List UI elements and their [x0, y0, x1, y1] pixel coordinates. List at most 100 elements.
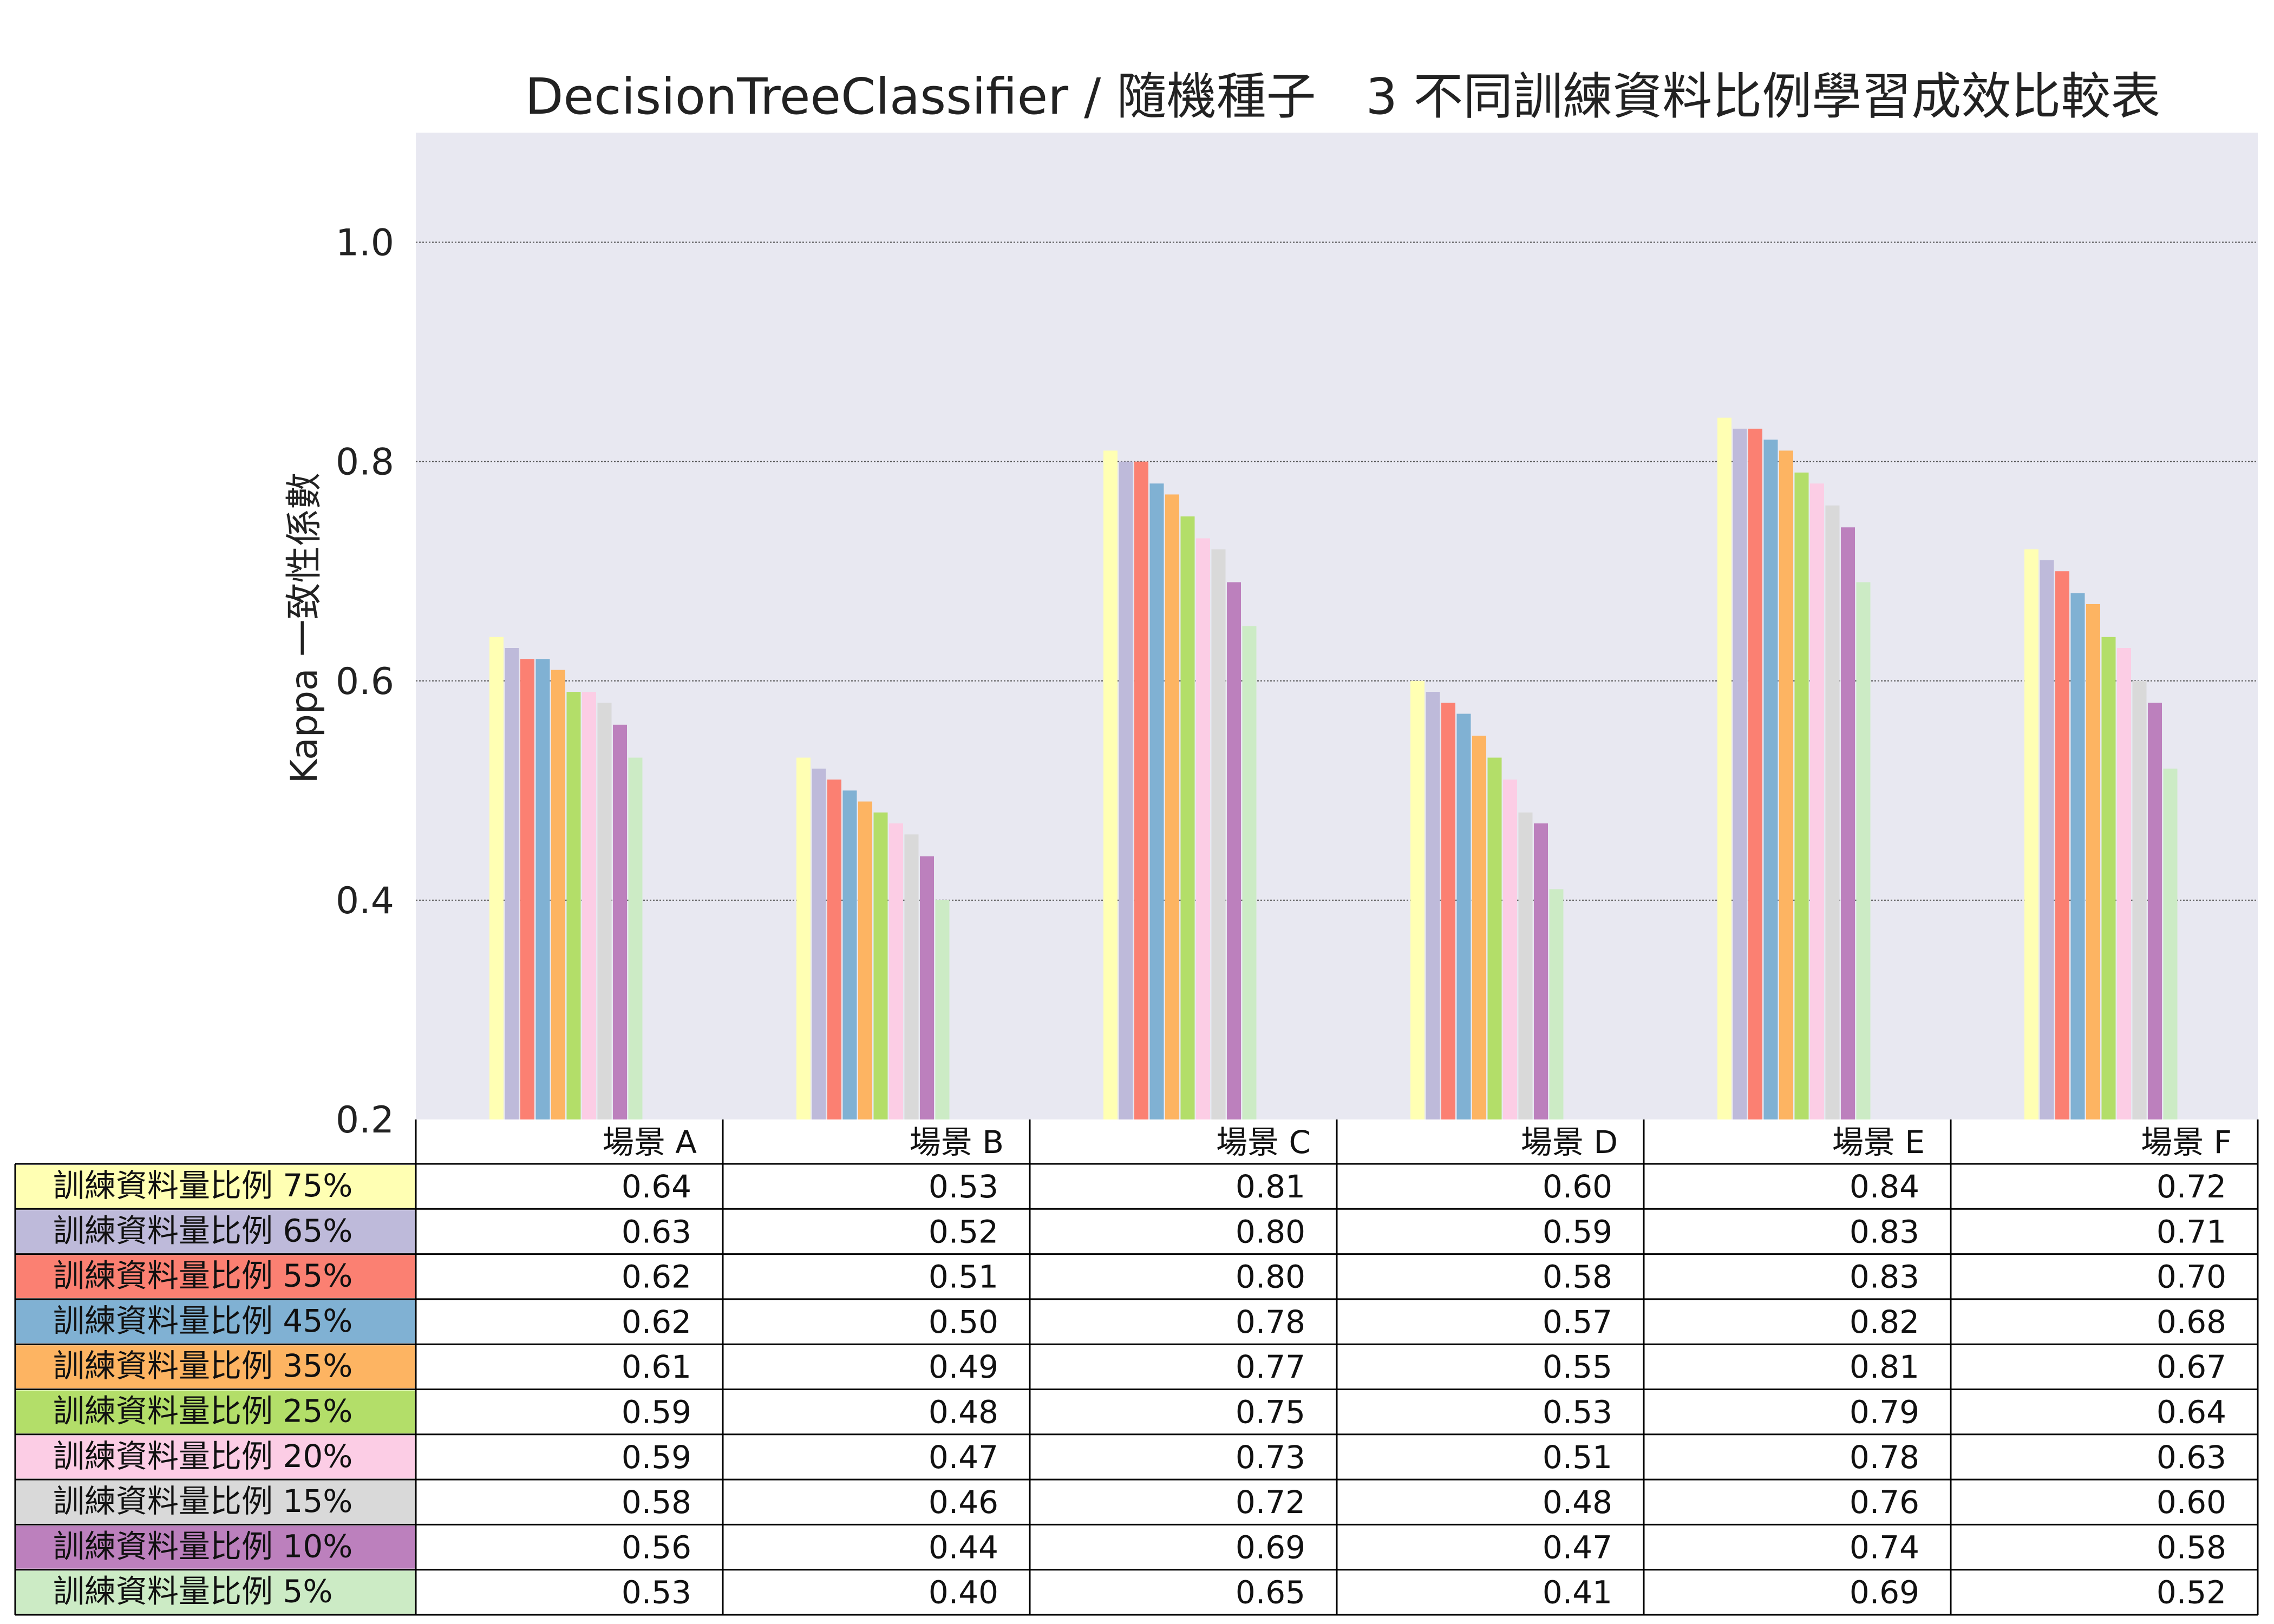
- grid-lines: [416, 241, 2258, 901]
- legend-label: 訓練資料量比例 20%: [53, 1438, 352, 1475]
- table-cell: 0.73: [1236, 1439, 1305, 1476]
- table-cell: 0.67: [2157, 1348, 2226, 1385]
- bar: [842, 790, 857, 1119]
- bar: [1441, 703, 1455, 1119]
- bar: [2086, 604, 2100, 1119]
- table-cell: 0.59: [622, 1394, 691, 1431]
- bar: [1472, 736, 1486, 1119]
- bar: [935, 900, 950, 1119]
- y-tick-label: 1.0: [336, 222, 394, 265]
- table-cell: 0.51: [929, 1259, 998, 1295]
- table-cell: 0.53: [622, 1574, 691, 1611]
- legend-swatch: [16, 1481, 415, 1524]
- bar: [889, 823, 903, 1119]
- table-cell: 0.83: [1850, 1259, 1919, 1295]
- table-cell: 0.47: [929, 1439, 998, 1476]
- table-cell: 0.82: [1850, 1304, 1919, 1340]
- y-tick-label: 0.4: [336, 880, 394, 922]
- table-cell: 0.40: [929, 1574, 998, 1611]
- chart-title: DecisionTreeClassifier / 隨機種子 3 不同訓練資料比例…: [525, 68, 2161, 126]
- legend-swatch: [16, 1525, 415, 1569]
- bar: [1426, 692, 1440, 1119]
- bar: [1165, 494, 1179, 1119]
- bar: [628, 757, 643, 1119]
- bar: [1794, 472, 1809, 1119]
- bar: [1180, 516, 1195, 1119]
- bar: [1134, 461, 1148, 1119]
- bar: [1456, 713, 1471, 1119]
- table-cell: 0.46: [929, 1484, 998, 1521]
- table-cell: 0.70: [2157, 1259, 2226, 1295]
- legend-label: 訓練資料量比例 5%: [53, 1573, 332, 1610]
- table-cell: 0.53: [1543, 1394, 1612, 1431]
- table-cell: 0.80: [1236, 1259, 1305, 1295]
- y-axis-label: Kappa 一致性係數: [283, 473, 326, 784]
- bar: [796, 757, 811, 1119]
- table-cell: 0.69: [1236, 1529, 1305, 1566]
- bar: [2132, 680, 2147, 1119]
- table-cell: 0.72: [1236, 1484, 1305, 1521]
- y-tick-label: 0.8: [336, 441, 394, 484]
- bar: [505, 648, 519, 1119]
- bar: [812, 768, 826, 1119]
- table-cell: 0.68: [2157, 1304, 2226, 1340]
- table-cell: 0.47: [1543, 1529, 1612, 1566]
- table-cell: 0.52: [929, 1213, 998, 1250]
- bars: [489, 417, 2178, 1120]
- table-cell: 0.44: [929, 1529, 998, 1566]
- table-cell: 0.58: [1543, 1259, 1612, 1295]
- table-cell: 0.49: [929, 1348, 998, 1385]
- bar: [1518, 812, 1533, 1119]
- bar: [582, 692, 596, 1119]
- bar: [904, 834, 919, 1119]
- table-cell: 0.50: [929, 1304, 998, 1340]
- bar: [1242, 626, 1257, 1119]
- legend-label: 訓練資料量比例 55%: [53, 1258, 352, 1294]
- table-column-header: 場景 B: [910, 1124, 1004, 1161]
- table-cell: 0.62: [622, 1259, 691, 1295]
- bar: [1841, 527, 1855, 1120]
- table-cell: 0.83: [1850, 1213, 1919, 1250]
- bar: [1733, 428, 1747, 1119]
- table-cell: 0.59: [622, 1439, 691, 1476]
- bar: [1717, 417, 1731, 1119]
- bar: [2117, 648, 2131, 1119]
- bar: [1810, 483, 1824, 1120]
- table-cell: 0.69: [1850, 1574, 1919, 1611]
- table-cell: 0.80: [1236, 1213, 1305, 1250]
- legend-label: 訓練資料量比例 15%: [53, 1483, 352, 1520]
- table-cell: 0.59: [1543, 1213, 1612, 1250]
- bar: [1149, 483, 1164, 1120]
- bar: [2055, 571, 2069, 1119]
- table-cell: 0.74: [1850, 1529, 1919, 1566]
- bar: [1825, 505, 1840, 1119]
- y-axis-ticks: 0.2 0.4 0.6 0.8 1.0: [336, 222, 394, 1142]
- legend-label: 訓練資料量比例 10%: [53, 1528, 352, 1564]
- bar: [2040, 560, 2054, 1119]
- bar: [1748, 428, 1762, 1119]
- legend-swatch: [16, 1300, 415, 1344]
- bar: [2070, 593, 2085, 1119]
- table-cell: 0.84: [1850, 1168, 1919, 1205]
- table-cell: 0.81: [1850, 1348, 1919, 1385]
- legend-label: 訓練資料量比例 75%: [53, 1167, 352, 1204]
- bar: [2163, 768, 2178, 1119]
- bar: [1410, 680, 1424, 1119]
- bar: [1856, 582, 1871, 1119]
- bar: [2024, 549, 2038, 1119]
- table-cell: 0.63: [622, 1213, 691, 1250]
- bar: [520, 659, 534, 1119]
- table-cell: 0.55: [1543, 1348, 1612, 1385]
- legend-swatch: [16, 1570, 415, 1614]
- table-cell: 0.58: [2157, 1529, 2226, 1566]
- table-cell: 0.51: [1543, 1439, 1612, 1476]
- table-cell: 0.77: [1236, 1348, 1305, 1385]
- legend-swatch: [16, 1345, 415, 1389]
- bar: [613, 724, 627, 1119]
- legend-swatch: [16, 1165, 415, 1208]
- table-cell: 0.64: [2157, 1394, 2226, 1431]
- legend-label: 訓練資料量比例 45%: [53, 1302, 352, 1339]
- bar: [2101, 637, 2116, 1119]
- legend-swatch: [16, 1435, 415, 1479]
